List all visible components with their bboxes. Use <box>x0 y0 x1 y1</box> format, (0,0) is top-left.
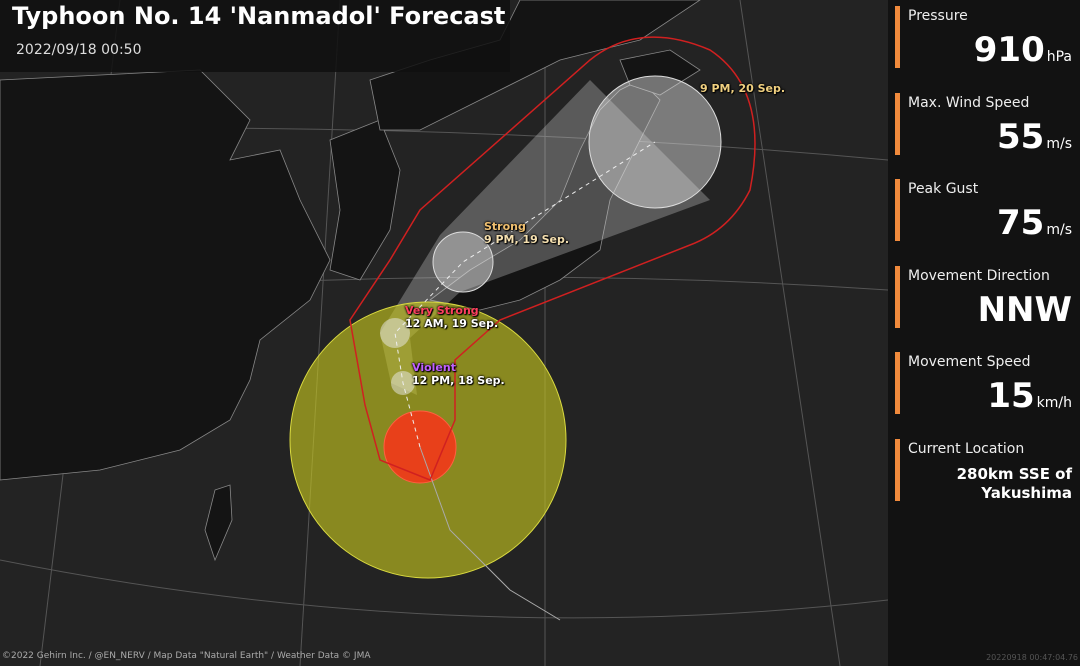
forecast-label-19sep-pm: Strong 9 PM, 19 Sep. <box>484 220 570 246</box>
stat-label: Max. Wind Speed <box>908 95 1030 111</box>
typhoon-map[interactable] <box>0 0 888 666</box>
forecast-label-18sep: Violent 12 PM, 18 Sep. <box>412 361 505 387</box>
stat-value: 75 m/s <box>997 203 1072 243</box>
forecast-label-19sep-am: Very Strong 12 AM, 19 Sep. <box>405 304 499 330</box>
stat-label: Movement Speed <box>908 354 1031 370</box>
stat-pressure: Pressure 910 hPa <box>888 0 1080 74</box>
accent-bar <box>895 93 900 155</box>
landmass <box>0 0 701 562</box>
stat-location: Current Location 280km SSE of Yakushima <box>888 433 1080 507</box>
warning-outline <box>349 36 756 481</box>
accent-bar <box>895 439 900 501</box>
stat-direction: Movement Direction NNW <box>888 260 1080 334</box>
timestamp: 20220918 00:47:04.76 <box>986 653 1078 662</box>
stat-speed: Movement Speed 15 km/h <box>888 346 1080 420</box>
stat-value: 910 hPa <box>973 30 1072 70</box>
page-title: Typhoon No. 14 'Nanmadol' Forecast <box>12 2 506 30</box>
stat-label: Movement Direction <box>908 268 1050 284</box>
accent-bar <box>895 352 900 414</box>
forecast-label-20sep: 9 PM, 20 Sep. <box>700 82 786 95</box>
stat-label: Pressure <box>908 8 968 24</box>
accent-bar <box>895 6 900 68</box>
stats-sidebar: Pressure 910 hPa Max. Wind Speed 55 m/s Peak… <box>888 0 1080 666</box>
stat-value: NNW <box>977 290 1072 330</box>
stat-value: 15 km/h <box>987 376 1072 416</box>
credit-text: ©2022 Gehirn Inc. / @EN_NERV / Map Data … <box>2 651 371 661</box>
stat-value: 55 m/s <box>997 117 1072 157</box>
title-panel: Typhoon No. 14 'Nanmadol' Forecast 2022/… <box>0 0 510 72</box>
accent-bar <box>895 179 900 241</box>
stat-wind: Max. Wind Speed 55 m/s <box>888 87 1080 161</box>
stat-value: 280km SSE of Yakushima <box>956 465 1072 502</box>
stat-label: Current Location <box>908 441 1025 457</box>
forecast-datetime: 2022/09/18 00:50 <box>16 42 142 58</box>
stat-label: Peak Gust <box>908 181 979 197</box>
accent-bar <box>895 266 900 328</box>
stat-gust: Peak Gust 75 m/s <box>888 173 1080 247</box>
